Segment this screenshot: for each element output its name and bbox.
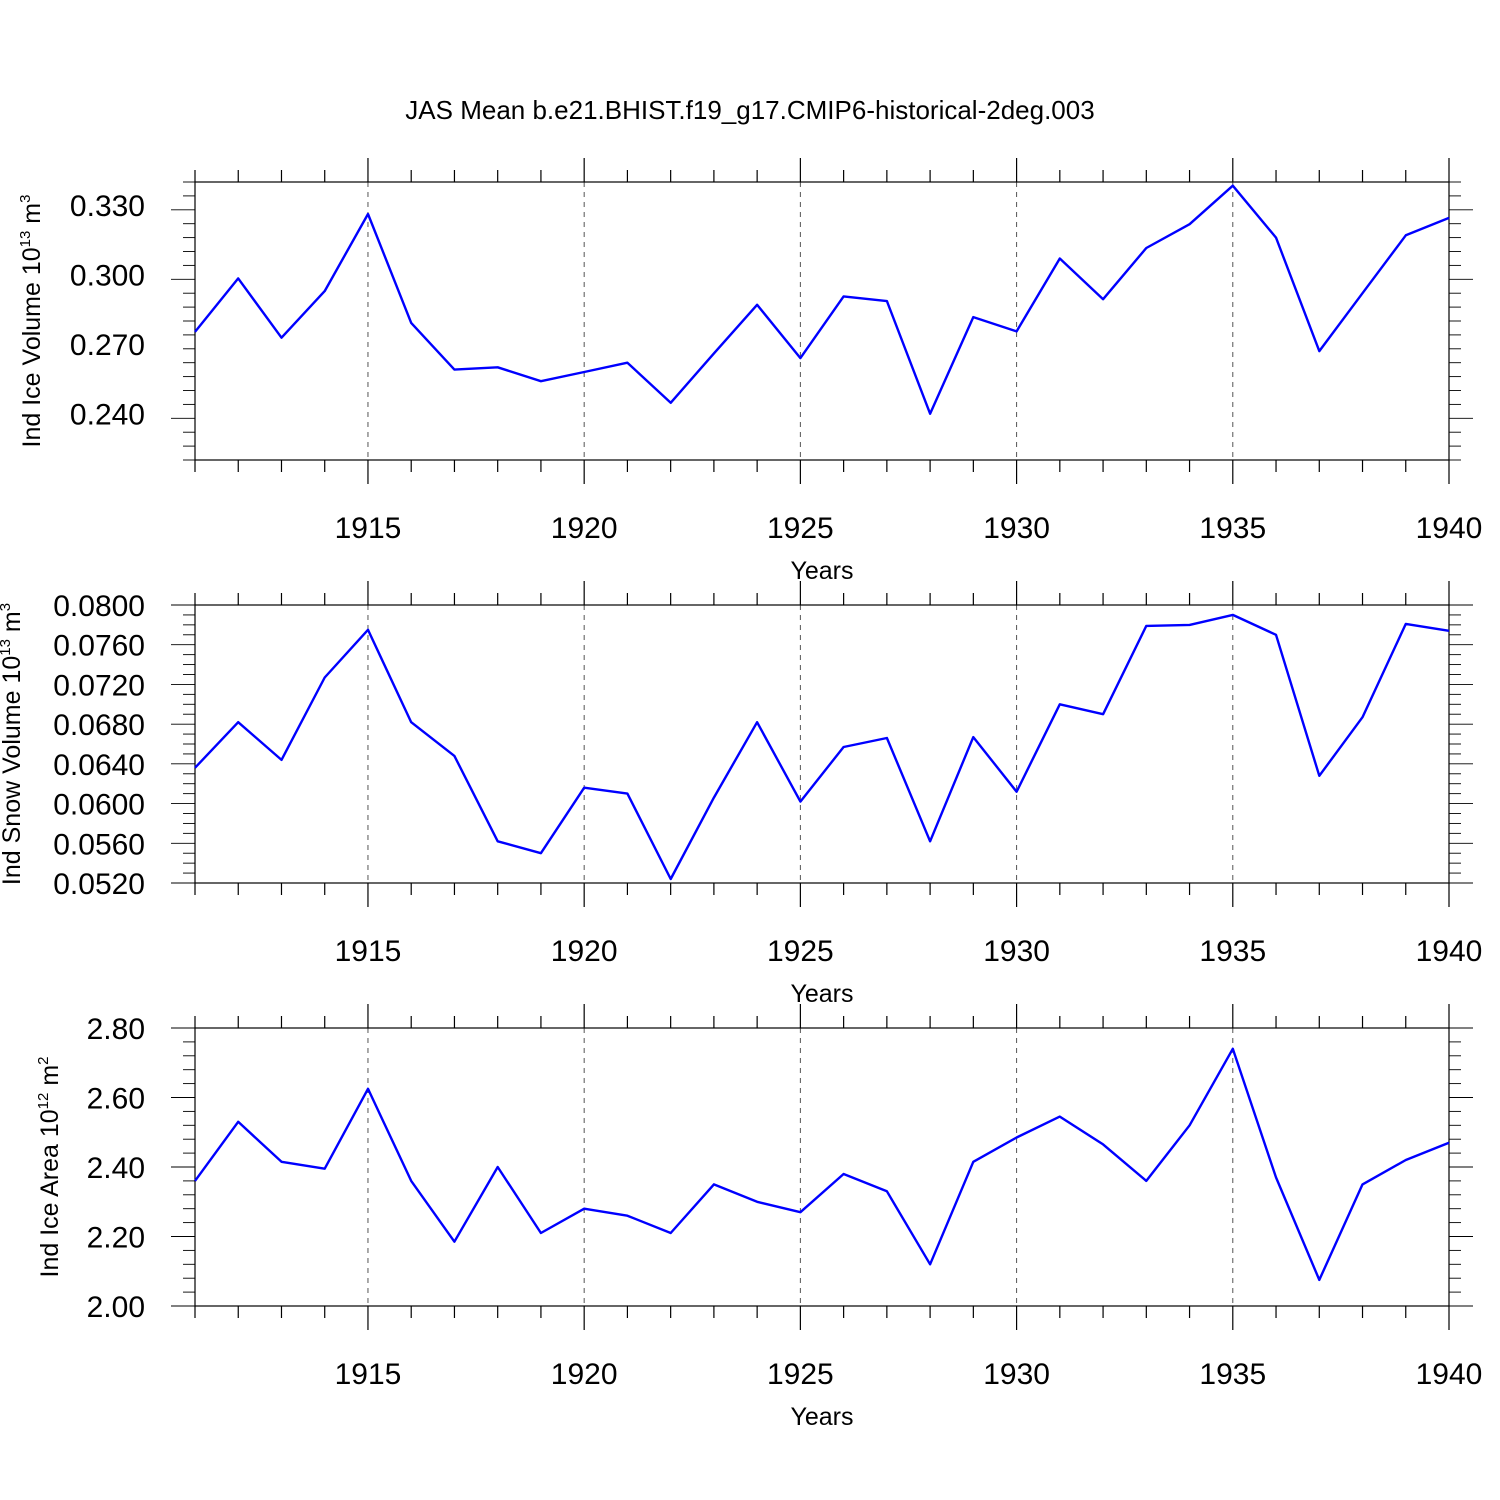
x-tick-label: 1920: [551, 1358, 618, 1391]
y-axis-label-base: Ind Ice Area 10: [36, 1109, 64, 1277]
x-tick-label: 1940: [1416, 1358, 1483, 1391]
y-tick-label: 0.0800: [53, 590, 145, 623]
series-line: [194, 613, 1450, 881]
y-axis-label-unit: m: [36, 1065, 64, 1093]
x-tick-label: 1920: [551, 935, 618, 968]
x-tick-label: 1915: [335, 935, 402, 968]
panel-ice-area: 1915 1920 1925 1930 1935 1940 Years 2.00 2.20 2.4…: [35, 1004, 1482, 1431]
y-tick-label: 0.0720: [53, 669, 145, 702]
y-tick-label: 2.20: [87, 1222, 145, 1255]
y-tick-label: 0.0680: [53, 709, 145, 742]
y-tick-label: 0.240: [70, 399, 145, 432]
y-tick-label: 0.0760: [53, 630, 145, 663]
plot-frame: [194, 1027, 1450, 1307]
x-tick-label: 1915: [335, 1358, 402, 1391]
plot-frame: [194, 604, 1450, 884]
y-axis-label-unit: m: [0, 611, 26, 639]
x-tick-label: 1940: [1416, 512, 1483, 545]
y-axis-label-unit-exponent: 3: [0, 603, 14, 611]
y-tick-label: 2.00: [87, 1291, 145, 1324]
y-axis-label-exponent: 12: [35, 1093, 52, 1110]
x-tick-label: 1925: [767, 1358, 834, 1391]
y-axis-label-exponent: 13: [0, 639, 14, 656]
x-tick-label: 1925: [767, 512, 834, 545]
y-tick-label: 0.0560: [53, 828, 145, 861]
x-axis-label: Years: [790, 557, 853, 585]
x-tick-label: 1925: [767, 935, 834, 968]
y-axis-label: Ind Ice Area 1012 m2: [35, 1057, 64, 1278]
series-line: [194, 1047, 1450, 1282]
y-axis-label: Ind Snow Volume 1013 m3: [0, 603, 26, 885]
y-axis-label-unit-exponent: 2: [35, 1057, 52, 1065]
figure-title: JAS Mean b.e21.BHIST.f19_g17.CMIP6-histo…: [405, 95, 1094, 125]
y-tick-label: 0.0640: [53, 749, 145, 782]
x-tick-label: 1930: [983, 1358, 1050, 1391]
series-line: [194, 184, 1450, 415]
x-tick-label: 1940: [1416, 935, 1483, 968]
y-axis-label-unit: m: [18, 203, 46, 231]
x-axis-label: Years: [790, 1403, 853, 1431]
panel-snow-volume: 1915 1920 1925 1930 1935 1940 Years 0.0520 0.056…: [0, 581, 1482, 1008]
x-tick-label: 1915: [335, 512, 402, 545]
x-tick-label: 1935: [1199, 512, 1266, 545]
y-tick-label: 2.60: [87, 1083, 145, 1116]
y-tick-label: 0.270: [70, 329, 145, 362]
x-tick-label: 1935: [1199, 1358, 1266, 1391]
y-axis-label: Ind Ice Volume 1013 m3: [17, 195, 46, 448]
y-axis-label-exponent: 13: [17, 231, 34, 248]
panel-ice-volume: 1915 1920 1925 1930 1935 1940 Years 0.240 0.270 0…: [17, 158, 1482, 585]
x-tick-label: 1930: [983, 935, 1050, 968]
y-tick-label: 2.80: [87, 1013, 145, 1046]
y-tick-label: 0.330: [70, 190, 145, 223]
x-axis-label: Years: [790, 980, 853, 1008]
y-axis-label-base: Ind Ice Volume 10: [18, 247, 46, 447]
x-tick-label: 1930: [983, 512, 1050, 545]
y-tick-label: 0.0520: [53, 868, 145, 901]
y-tick-label: 0.300: [70, 260, 145, 293]
x-tick-label: 1920: [551, 512, 618, 545]
y-tick-label: 2.40: [87, 1152, 145, 1185]
plot-frame: [194, 181, 1450, 461]
y-axis-label-unit-exponent: 3: [17, 195, 34, 203]
y-tick-label: 0.0600: [53, 789, 145, 822]
y-axis-label-base: Ind Snow Volume 10: [0, 656, 26, 885]
x-tick-label: 1935: [1199, 935, 1266, 968]
